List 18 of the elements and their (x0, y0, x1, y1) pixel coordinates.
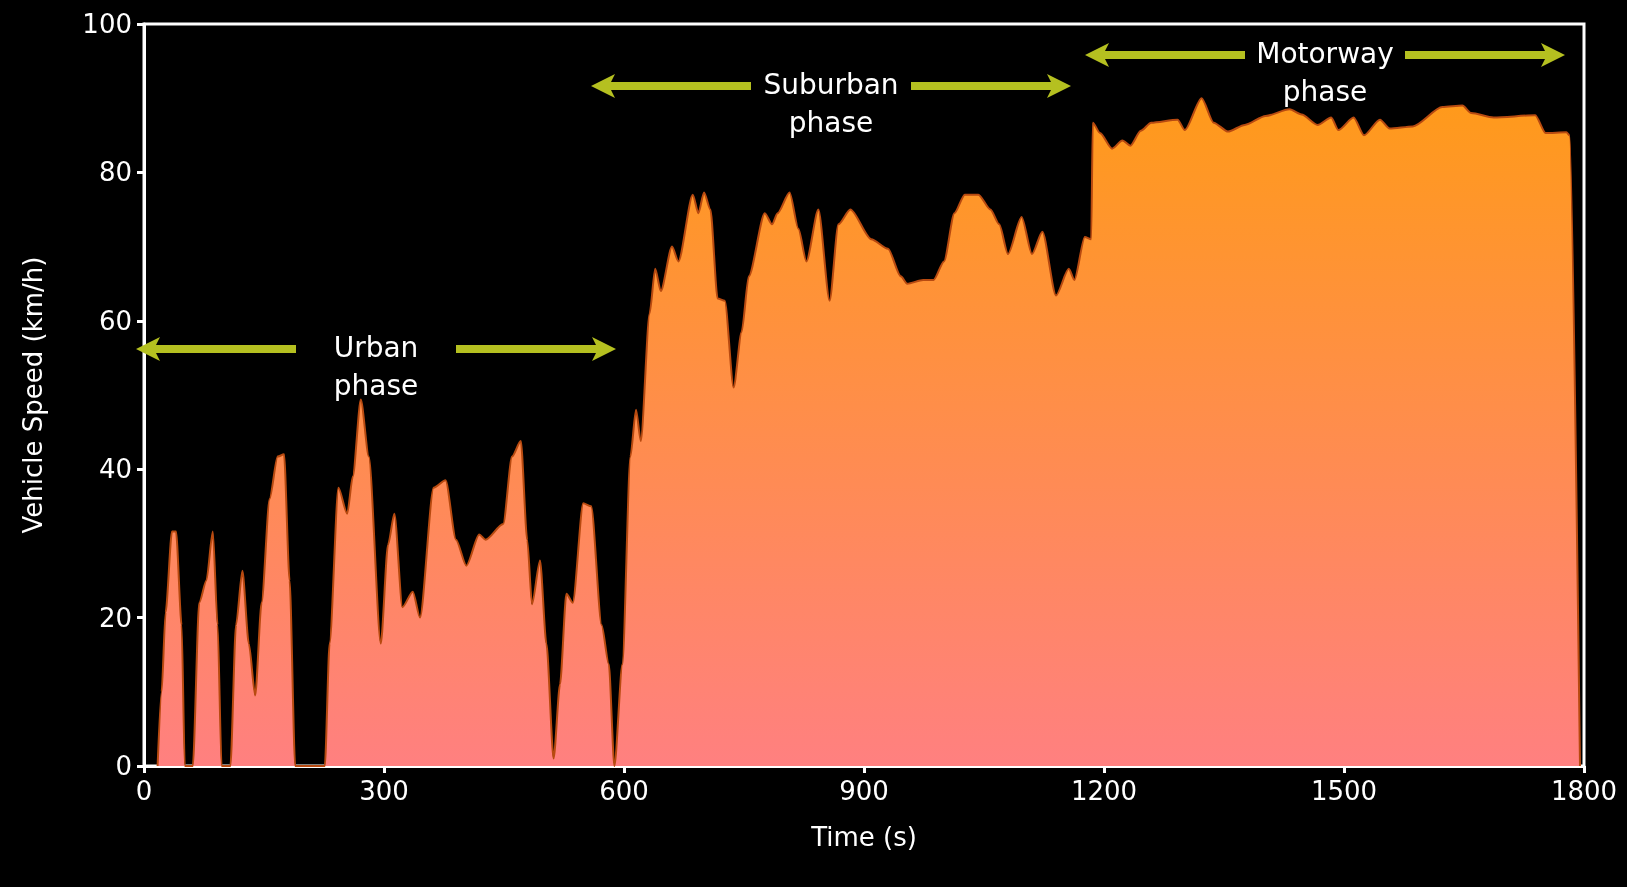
x-tick-label: 1500 (1310, 776, 1378, 806)
annotation: Urban phase (332, 330, 420, 404)
y-tick-label: 20 (98, 602, 132, 633)
x-tick-label: 1200 (1070, 776, 1138, 806)
y-tick-label: 60 (98, 305, 132, 336)
x-tick-label: 900 (839, 776, 889, 806)
y-tick-label: 100 (82, 9, 132, 39)
x-tick-label: 0 (135, 776, 153, 806)
x-axis-title: Time (s) (810, 822, 917, 852)
y-tick-label: 0 (115, 751, 132, 781)
annotation: Suburban phase (762, 67, 900, 141)
x-tick-label: 1800 (1550, 776, 1618, 806)
y-axis-title: Vehicle Speed (km/h) (18, 256, 48, 534)
y-tick-label: 40 (98, 454, 132, 485)
y-tick-label: 80 (98, 157, 132, 188)
annotation: Motorway phase (1255, 36, 1395, 110)
x-tick-label: 600 (599, 776, 649, 806)
x-tick-label: 300 (359, 776, 409, 806)
